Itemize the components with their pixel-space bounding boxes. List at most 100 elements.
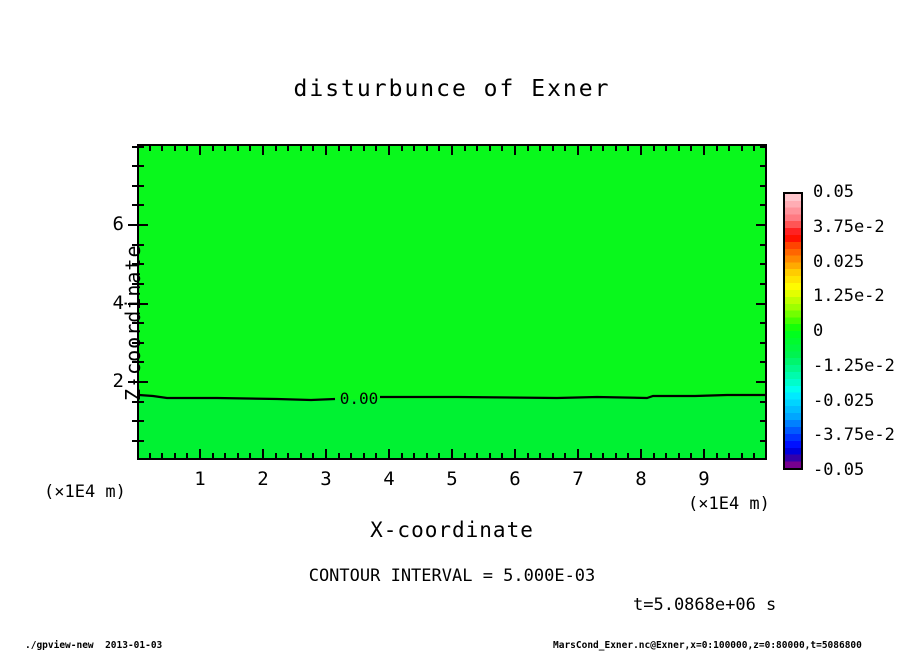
y-minor-tick: [139, 204, 144, 207]
colorbar-box: [785, 276, 801, 306]
x-major-tick: [199, 449, 201, 458]
x-minor-tick: [186, 453, 189, 458]
x-major-tick: [703, 449, 705, 458]
y-minor-tick: [132, 165, 137, 168]
x-minor-tick: [425, 453, 428, 458]
y-minor-tick: [139, 243, 144, 246]
x-major-tick: [451, 449, 453, 458]
x-major-tick: [262, 146, 264, 155]
x-minor-tick: [274, 453, 277, 458]
colorbar-box: [785, 413, 801, 443]
x-tick-label: 8: [635, 468, 647, 490]
x-minor-tick: [677, 453, 680, 458]
y-minor-tick: [132, 204, 137, 207]
colorbar-box: [785, 194, 801, 224]
x-major-tick: [451, 146, 453, 155]
x-major-tick: [514, 449, 516, 458]
x-minor-tick: [627, 146, 630, 151]
y-axis-unit-label: (×1E4 m): [44, 482, 126, 502]
y-minor-tick: [760, 400, 765, 403]
field-below-contour: [139, 395, 765, 458]
y-major-tick: [128, 224, 137, 226]
x-minor-tick: [148, 453, 151, 458]
y-minor-tick: [139, 341, 144, 344]
x-tick-label: 4: [383, 468, 395, 490]
x-major-tick: [640, 449, 642, 458]
y-minor-tick: [132, 361, 137, 364]
y-minor-tick: [760, 204, 765, 207]
y-minor-tick: [132, 184, 137, 187]
y-major-tick: [139, 224, 148, 226]
y-minor-tick: [760, 184, 765, 187]
y-major-tick: [756, 381, 765, 383]
x-minor-tick: [539, 146, 542, 151]
colorbar-box: [785, 221, 801, 251]
plot-area: [137, 144, 767, 460]
y-minor-tick: [760, 439, 765, 442]
x-minor-tick: [564, 453, 567, 458]
x-minor-tick: [740, 146, 743, 151]
y-minor-tick: [132, 243, 137, 246]
y-minor-tick: [139, 420, 144, 423]
zero-contour-line-left: [139, 393, 336, 402]
footer-program-date: ./gpview-new 2013-01-03: [25, 640, 163, 651]
x-minor-tick: [362, 146, 365, 151]
x-axis-title: X-coordinate: [370, 518, 534, 542]
colorbar-tick-label: -3.75e-2: [813, 425, 895, 446]
x-minor-tick: [652, 453, 655, 458]
x-minor-tick: [614, 453, 617, 458]
footer-dataset-info: MarsCond_Exner.nc@Exner,x=0:100000,z=0:8…: [553, 640, 862, 651]
x-minor-tick: [274, 146, 277, 151]
contour-field: [139, 146, 765, 458]
y-tick-label: 4: [112, 291, 124, 314]
colorbar-tick-label: 0: [813, 321, 824, 341]
y-minor-tick: [760, 361, 765, 364]
x-tick-label: 7: [572, 468, 584, 490]
x-minor-tick: [312, 453, 315, 458]
x-minor-tick: [589, 146, 592, 151]
x-minor-tick: [287, 146, 290, 151]
x-minor-tick: [413, 146, 416, 151]
x-minor-tick: [299, 146, 302, 151]
x-major-tick: [703, 146, 705, 155]
x-minor-tick: [728, 453, 731, 458]
x-minor-tick: [337, 146, 340, 151]
x-minor-tick: [173, 146, 176, 151]
y-major-tick: [139, 381, 148, 383]
x-minor-tick: [312, 146, 315, 151]
x-minor-tick: [249, 146, 252, 151]
x-minor-tick: [476, 453, 479, 458]
x-tick-label: 5: [446, 468, 458, 490]
colorbar-box: [785, 248, 801, 279]
x-minor-tick: [753, 453, 756, 458]
x-minor-tick: [463, 453, 466, 458]
x-minor-tick: [400, 146, 403, 151]
x-tick-label: 9: [698, 468, 710, 490]
colorbar-tick-label: -1.25e-2: [813, 355, 895, 376]
x-minor-tick: [211, 146, 214, 151]
x-major-tick: [325, 449, 327, 458]
x-minor-tick: [224, 146, 227, 151]
y-minor-tick: [139, 361, 144, 364]
x-major-tick: [388, 449, 390, 458]
x-major-tick: [577, 146, 579, 155]
y-minor-tick: [139, 400, 144, 403]
colorbar-box: [785, 385, 801, 416]
x-minor-tick: [740, 453, 743, 458]
x-minor-tick: [186, 146, 189, 151]
x-minor-tick: [161, 453, 164, 458]
x-minor-tick: [526, 146, 529, 151]
x-major-tick: [262, 449, 264, 458]
y-minor-tick: [132, 439, 137, 442]
colorbar-tick-label: 0.05: [813, 182, 854, 202]
colorbar: [783, 192, 803, 470]
y-minor-tick: [139, 439, 144, 442]
y-major-tick: [139, 302, 148, 305]
x-minor-tick: [236, 453, 239, 458]
colorbar-box: [785, 303, 801, 333]
y-minor-tick: [760, 322, 765, 325]
colorbar-tick-label: 3.75e-2: [813, 216, 885, 237]
x-minor-tick: [551, 453, 554, 458]
x-major-tick: [640, 146, 642, 155]
x-minor-tick: [362, 453, 365, 458]
